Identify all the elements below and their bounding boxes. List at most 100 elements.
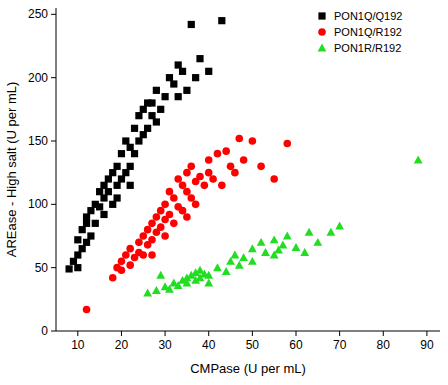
point (222, 147, 230, 155)
y-axis-title: AREase - High salt (U per mL) (4, 82, 19, 258)
point (122, 137, 129, 144)
point (131, 150, 138, 157)
point (170, 194, 178, 202)
point (96, 203, 103, 210)
legend-marker (318, 12, 325, 19)
point (179, 68, 186, 75)
point (148, 236, 156, 244)
point (144, 226, 152, 234)
point (270, 175, 278, 183)
point (274, 246, 283, 254)
point (157, 223, 165, 231)
point (92, 220, 99, 227)
point (196, 55, 203, 62)
x-tick-label: 80 (377, 338, 391, 352)
point (183, 213, 191, 221)
point (175, 93, 182, 100)
point (126, 245, 134, 253)
y-tick (51, 204, 56, 205)
point (248, 244, 257, 252)
point (257, 238, 266, 246)
point (74, 264, 81, 271)
point (257, 163, 265, 171)
point (152, 286, 161, 294)
x-tick-label: 90 (420, 338, 434, 352)
y-tick (51, 14, 56, 15)
chart: 102030405060708090050100150200250CMPase … (0, 0, 448, 385)
point (283, 140, 291, 148)
y-tick-label: 100 (28, 197, 48, 211)
y-tick (51, 77, 56, 78)
point (70, 258, 77, 265)
point (214, 150, 222, 158)
point (305, 228, 314, 236)
point (188, 21, 195, 28)
point (231, 251, 240, 259)
y-axis (56, 8, 57, 331)
point (248, 257, 257, 265)
point (148, 251, 156, 259)
point (235, 135, 243, 143)
point (65, 265, 72, 272)
point (414, 156, 423, 164)
point (179, 182, 187, 190)
point (144, 125, 151, 132)
x-tick-label: 40 (202, 338, 216, 352)
point (166, 188, 174, 196)
point (213, 263, 222, 271)
point (196, 173, 204, 181)
point (140, 106, 147, 113)
point (192, 74, 199, 81)
point (127, 182, 134, 189)
point (174, 175, 182, 183)
point (96, 188, 103, 195)
x-tick (383, 331, 384, 336)
point (239, 253, 248, 261)
point (204, 278, 213, 286)
point (127, 144, 134, 151)
point (105, 175, 112, 182)
point (109, 201, 116, 208)
point (83, 220, 90, 227)
point (227, 163, 235, 171)
point (122, 251, 130, 259)
point (270, 235, 279, 243)
point (127, 163, 134, 170)
point (144, 99, 151, 106)
y-tick (51, 267, 56, 268)
point (83, 213, 90, 220)
point (261, 248, 270, 256)
x-tick-label: 50 (246, 338, 260, 352)
point (192, 201, 200, 209)
point (209, 175, 217, 183)
point (100, 182, 107, 189)
point (166, 211, 174, 219)
point (118, 258, 126, 266)
y-tick-label: 200 (28, 71, 48, 85)
x-tick (339, 331, 340, 336)
y-tick (51, 141, 56, 142)
x-tick (296, 331, 297, 336)
point (161, 232, 169, 240)
x-tick-label: 70 (333, 338, 347, 352)
x-tick (426, 331, 427, 336)
x-tick-label: 30 (158, 338, 172, 352)
point (161, 93, 168, 100)
y-tick (51, 331, 56, 332)
point (83, 306, 91, 314)
point (139, 232, 147, 240)
x-tick (165, 331, 166, 336)
point (218, 182, 226, 190)
point (122, 169, 129, 176)
point (183, 87, 190, 94)
x-tick-label: 60 (289, 338, 303, 352)
point (139, 251, 147, 259)
point (157, 106, 164, 113)
point (201, 182, 209, 190)
point (135, 112, 142, 119)
x-axis (56, 331, 440, 332)
point (126, 261, 134, 269)
point (109, 274, 117, 282)
point (183, 169, 191, 177)
point (113, 194, 120, 201)
